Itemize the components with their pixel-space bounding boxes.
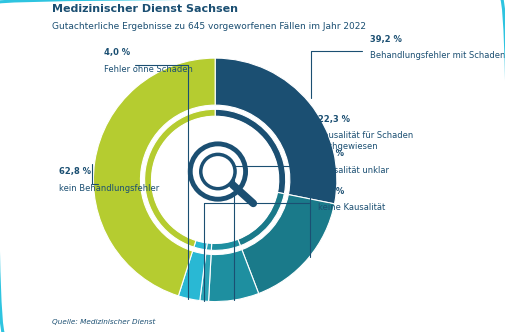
Wedge shape <box>194 240 207 250</box>
Text: 22,3 %: 22,3 % <box>318 115 349 124</box>
Text: 39,2 %: 39,2 % <box>370 35 402 43</box>
Wedge shape <box>209 250 259 301</box>
Circle shape <box>152 116 279 243</box>
Text: Kausalität unklar: Kausalität unklar <box>318 166 388 175</box>
Text: 9,3 %: 9,3 % <box>318 149 343 158</box>
Text: Behandlungsfehler mit Schaden: Behandlungsfehler mit Schaden <box>370 51 505 60</box>
Wedge shape <box>242 195 334 293</box>
Circle shape <box>190 144 245 199</box>
Text: 1,6 %: 1,6 % <box>318 187 344 196</box>
Wedge shape <box>215 58 337 204</box>
Text: 4,0 %: 4,0 % <box>105 48 131 57</box>
Wedge shape <box>200 254 211 301</box>
Wedge shape <box>93 58 215 296</box>
Text: Gutachterliche Ergebnisse zu 645 vorgeworfenen Fällen im Jahr 2022: Gutachterliche Ergebnisse zu 645 vorgewo… <box>52 22 366 31</box>
Text: 62,8 %: 62,8 % <box>59 167 91 176</box>
Text: Kausalität für Schaden
nachgewiesen: Kausalität für Schaden nachgewiesen <box>318 131 413 151</box>
Wedge shape <box>238 192 284 246</box>
Text: kein Behandlungsfehler: kein Behandlungsfehler <box>59 184 159 193</box>
Text: Fehler ohne Schaden: Fehler ohne Schaden <box>105 65 193 74</box>
Wedge shape <box>178 251 206 300</box>
Wedge shape <box>215 109 286 194</box>
Text: keine Kausalität: keine Kausalität <box>318 203 385 212</box>
Text: Medizinischer Dienst Sachsen: Medizinischer Dienst Sachsen <box>52 4 238 14</box>
Text: Quelle: Medizinischer Dienst: Quelle: Medizinischer Dienst <box>52 319 156 325</box>
Wedge shape <box>206 243 212 250</box>
Wedge shape <box>211 239 240 250</box>
Wedge shape <box>144 109 215 247</box>
